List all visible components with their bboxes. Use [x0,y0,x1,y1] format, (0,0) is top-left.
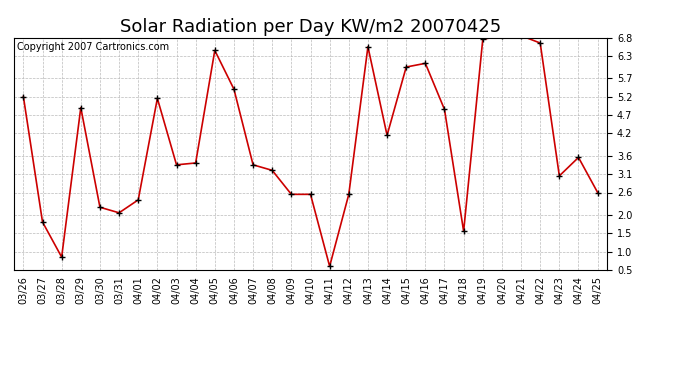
Title: Solar Radiation per Day KW/m2 20070425: Solar Radiation per Day KW/m2 20070425 [120,18,501,36]
Text: Copyright 2007 Cartronics.com: Copyright 2007 Cartronics.com [17,42,169,52]
